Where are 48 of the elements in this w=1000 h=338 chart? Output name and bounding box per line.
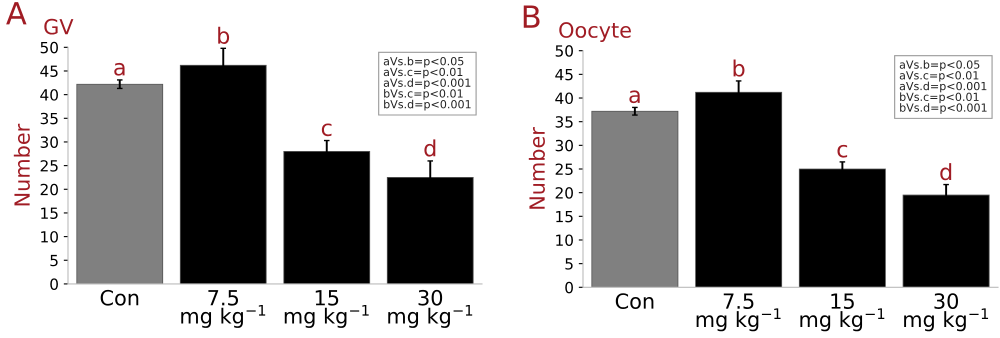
y-tick-label: 0 <box>565 282 573 294</box>
y-tick-label: 20 <box>40 184 58 196</box>
x-tick-label: 30 mg kg$^{−1}$ <box>388 290 472 328</box>
y-tick-label: 45 <box>555 69 573 80</box>
y-axis-title: Number <box>528 127 545 209</box>
data-label: d <box>940 163 952 180</box>
y-tick-label: 15 <box>556 210 573 222</box>
data-label: c <box>322 123 332 136</box>
y-tick-label: 10 <box>556 234 573 246</box>
y-tick-label: 45 <box>40 66 58 77</box>
x-tick-label: 30 mg kg$^{−1}$ <box>904 293 988 332</box>
annotation: aVs.b=p<0.05 aVs.c=p<0.01 aVs.d=p<0.001 bVs.c=p<0.01 bVs.d=p<0.001 <box>900 60 987 114</box>
data-label: a <box>114 62 125 76</box>
y-tick-label: 40 <box>555 92 573 104</box>
data-label: c <box>837 144 848 158</box>
chart-title: GV <box>44 18 74 35</box>
y-tick-label: 25 <box>40 160 58 172</box>
y-tick-label: 5 <box>565 258 573 270</box>
chart-title: Oocyte <box>559 22 631 42</box>
data-label: a <box>629 90 640 104</box>
y-tick-label: 50 <box>40 42 58 54</box>
text: B <box>524 6 540 28</box>
data-label: b <box>218 26 230 44</box>
y-tick-label: 20 <box>556 187 573 199</box>
y-tick-label: 5 <box>50 254 58 266</box>
x-tick-label: Con <box>100 290 138 306</box>
annotation: aVs.b=p<0.05 aVs.c=p<0.01 aVs.d=p<0.001 bVs.c=p<0.01 bVs.d=p<0.001 <box>384 56 471 111</box>
y-tick-label: 40 <box>40 89 58 101</box>
y-axis-title: Number <box>14 124 30 206</box>
x-tick-label: 15 mg kg$^{−1}$ <box>284 290 369 328</box>
y-tick-label: 0 <box>50 278 58 290</box>
y-tick-label: 15 <box>41 208 58 219</box>
y-tick-label: 30 <box>556 140 573 152</box>
y-tick-label: 50 <box>556 45 573 57</box>
x-tick-label: 15 mg kg$^{−1}$ <box>800 293 884 332</box>
y-tick-label: 30 <box>40 136 58 148</box>
text: A <box>6 2 27 24</box>
x-tick-label: 7.5 mg kg$^{−1}$ <box>181 290 266 328</box>
data-label: b <box>734 59 744 77</box>
y-tick-label: 10 <box>41 231 58 243</box>
y-tick-label: 35 <box>556 116 573 128</box>
bar <box>76 84 164 284</box>
x-tick-label: Con <box>616 293 654 309</box>
bar <box>591 110 678 288</box>
data-label: d <box>424 139 436 157</box>
x-tick-label: 7.5 mg kg$^{−1}$ <box>696 293 781 332</box>
y-tick-label: 25 <box>556 163 573 176</box>
y-tick-label: 35 <box>40 112 58 124</box>
